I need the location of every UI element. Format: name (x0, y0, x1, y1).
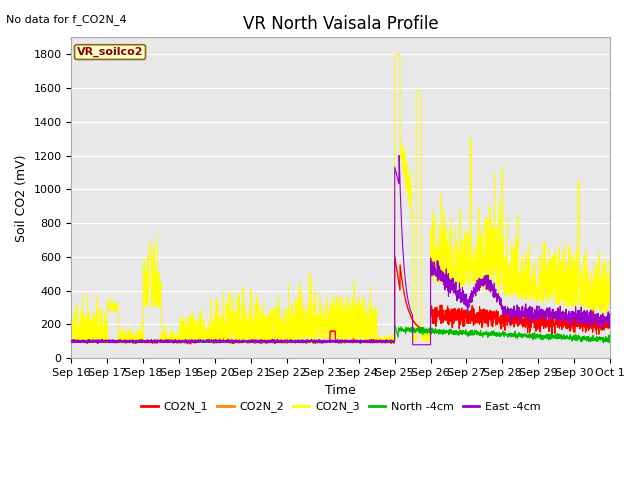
Text: VR_soilco2: VR_soilco2 (77, 47, 143, 57)
Text: No data for f_CO2N_4: No data for f_CO2N_4 (6, 14, 127, 25)
Y-axis label: Soil CO2 (mV): Soil CO2 (mV) (15, 154, 28, 241)
Title: VR North Vaisala Profile: VR North Vaisala Profile (243, 15, 438, 33)
X-axis label: Time: Time (325, 384, 356, 396)
Legend: CO2N_1, CO2N_2, CO2N_3, North -4cm, East -4cm: CO2N_1, CO2N_2, CO2N_3, North -4cm, East… (137, 397, 545, 417)
